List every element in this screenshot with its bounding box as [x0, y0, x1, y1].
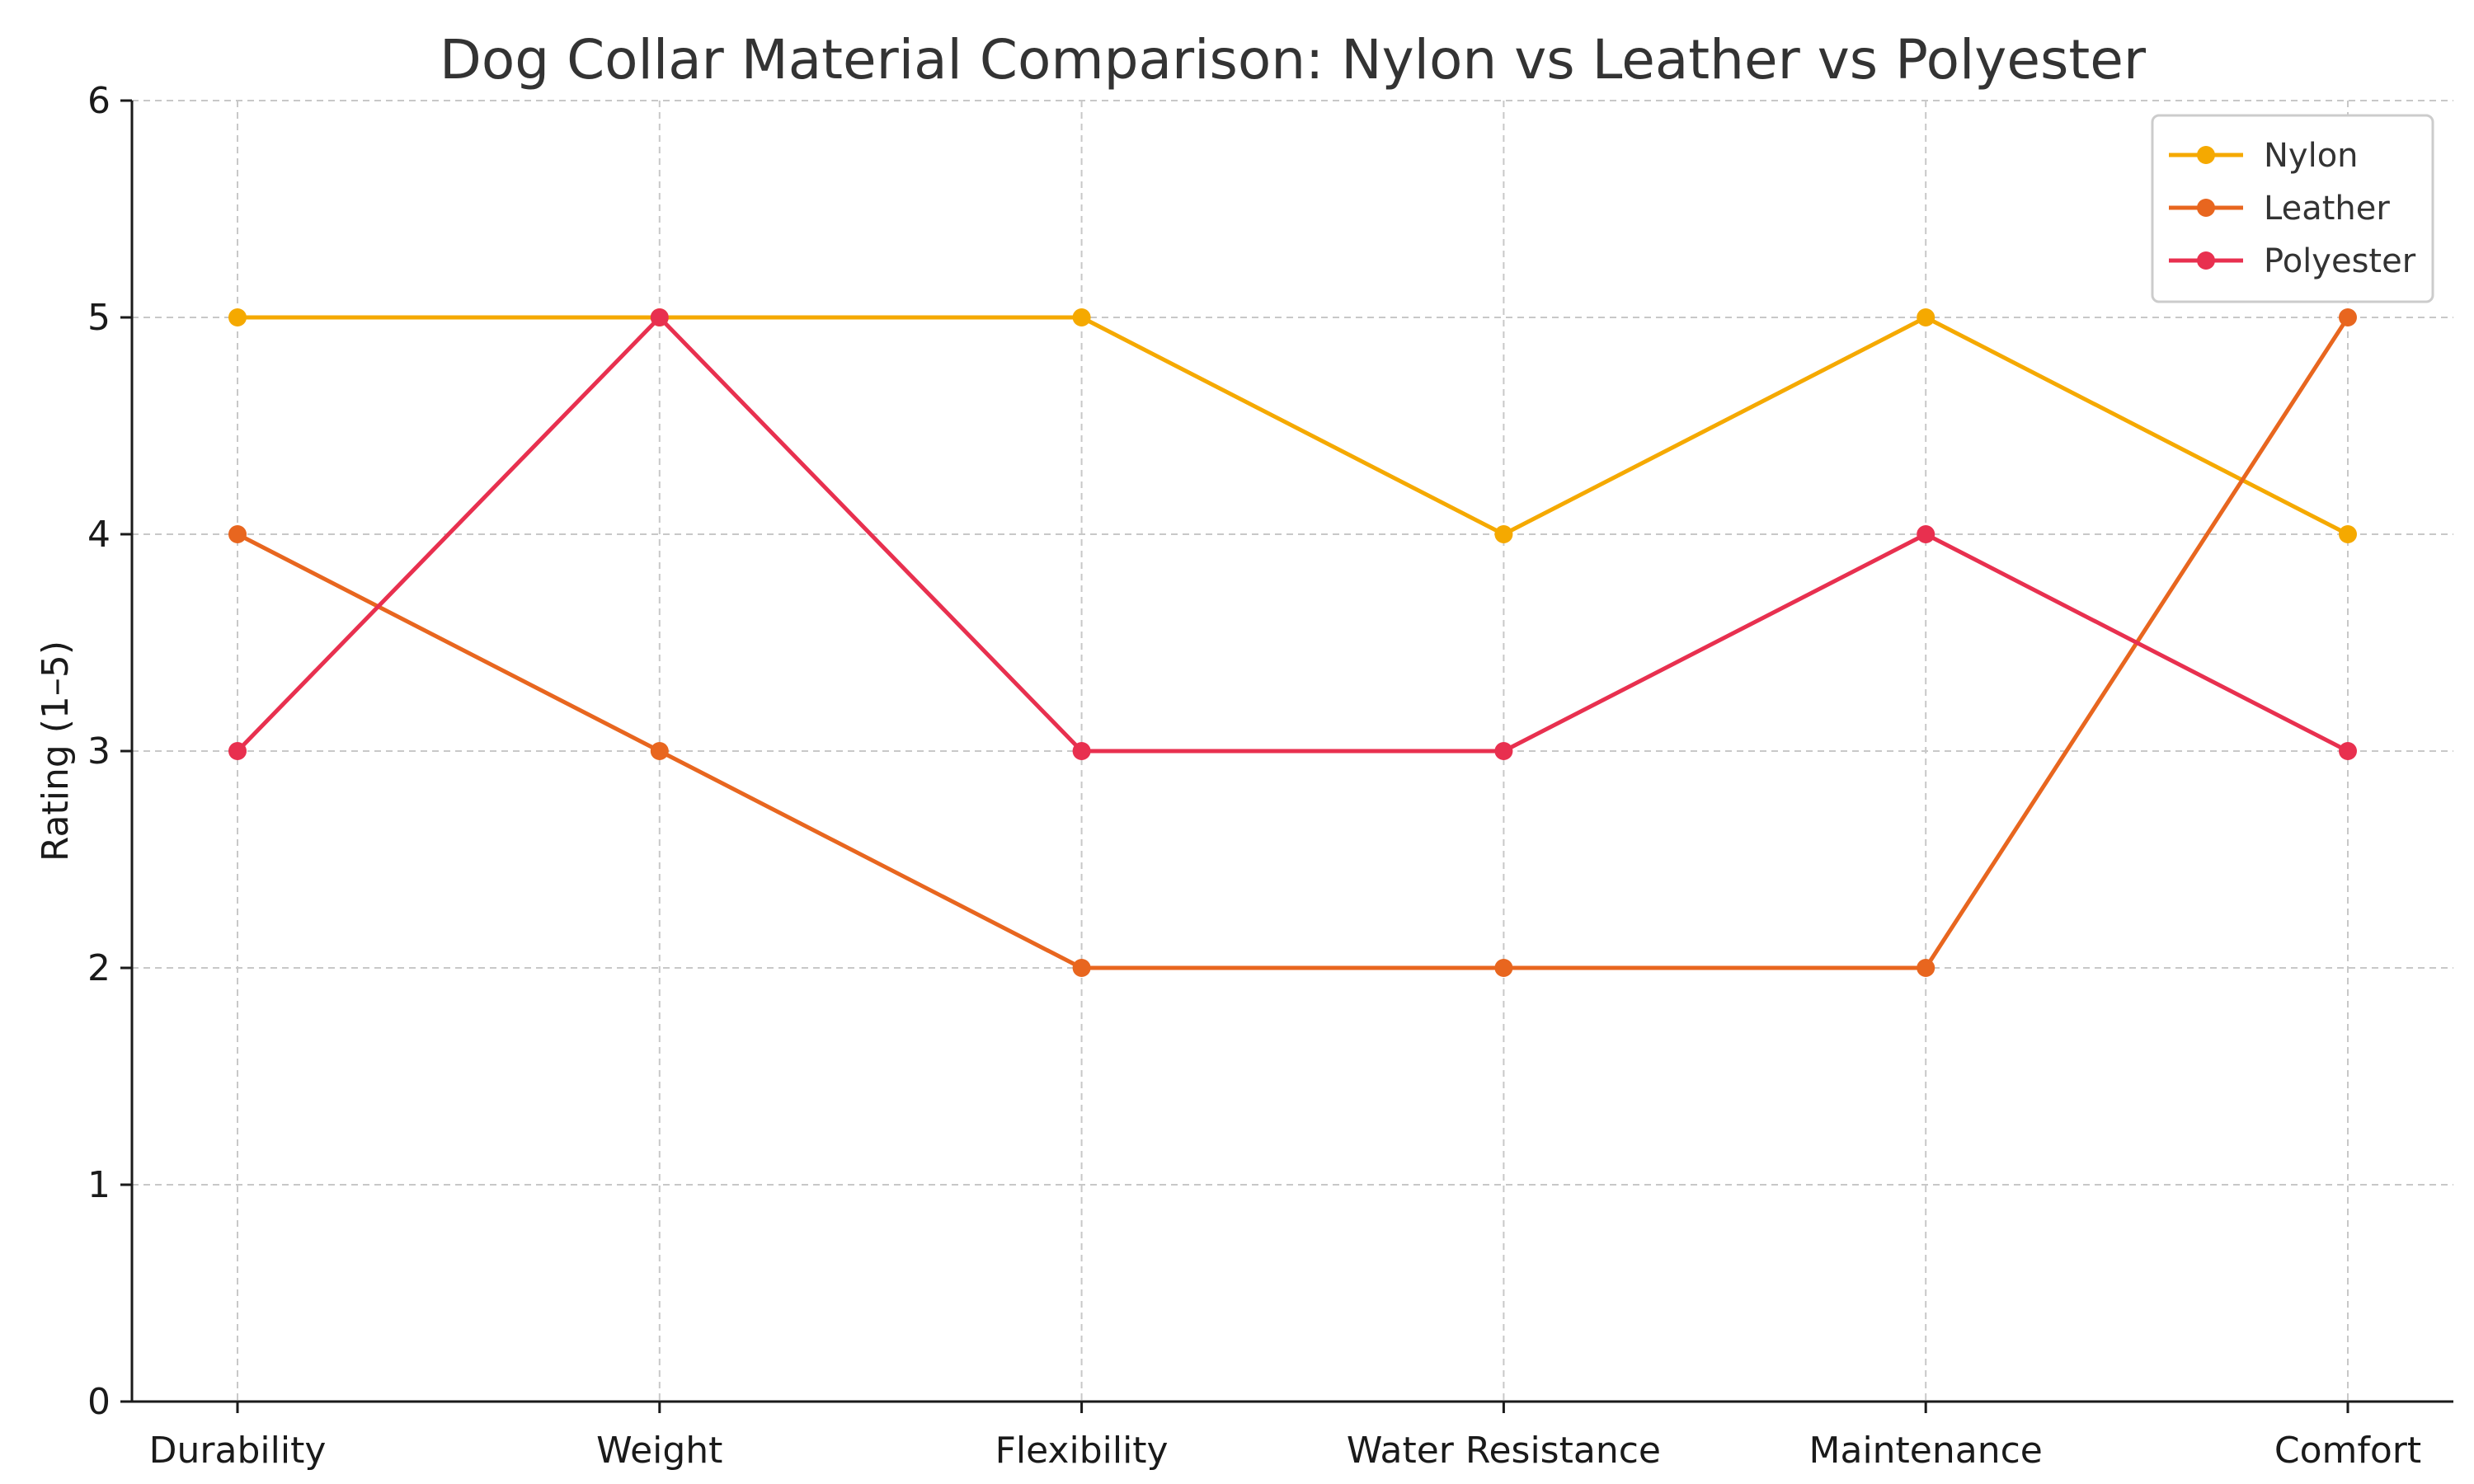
data-point-polyester: [1917, 525, 1935, 543]
legend-swatch-marker: [2197, 199, 2215, 217]
y-tick-label: 3: [87, 730, 111, 773]
y-tick-label: 5: [87, 297, 111, 339]
y-tick-label: 4: [87, 514, 111, 556]
data-point-leather: [1072, 959, 1091, 977]
series-group: [228, 308, 2357, 977]
data-point-polyester: [2339, 742, 2357, 760]
series-nylon: [228, 308, 2357, 543]
data-point-leather: [1917, 959, 1935, 977]
data-point-polyester: [1494, 742, 1513, 760]
x-tick-label: Comfort: [2274, 1430, 2421, 1472]
x-tick-label: Weight: [596, 1430, 722, 1472]
series-leather: [228, 308, 2357, 977]
series-line-polyester: [236, 315, 2349, 754]
axes: 0 1 2 3 4 5 6 Durability Weight Flexibility Water …: [35, 80, 2453, 1472]
legend-item-nylon: Nylon: [2169, 137, 2359, 175]
data-point-nylon: [228, 308, 247, 326]
y-tick-label: 2: [87, 947, 111, 989]
series-line-leather: [236, 316, 2350, 970]
data-point-leather: [2339, 308, 2357, 326]
x-tick-label: Water Resistance: [1347, 1430, 1661, 1472]
legend-label: Nylon: [2264, 137, 2359, 175]
legend-item-leather: Leather: [2169, 190, 2390, 228]
y-tick-label: 1: [87, 1164, 111, 1206]
data-point-polyester: [228, 742, 247, 760]
x-tick-label: Flexibility: [995, 1430, 1169, 1472]
data-point-polyester: [650, 308, 669, 326]
data-point-nylon: [2339, 525, 2357, 543]
y-axis-title: Rating (1–5): [35, 641, 77, 862]
chart-title: Dog Collar Material Comparison: Nylon vs…: [440, 28, 2147, 92]
data-point-nylon: [1917, 308, 1935, 326]
legend-label: Leather: [2264, 190, 2390, 228]
series-polyester: [228, 308, 2357, 760]
data-point-leather: [228, 525, 247, 543]
legend-swatch-marker: [2197, 146, 2215, 164]
data-point-leather: [650, 742, 669, 760]
legend-item-polyester: Polyester: [2169, 242, 2416, 280]
data-point-nylon: [1072, 308, 1091, 326]
y-tick-label: 6: [87, 80, 111, 122]
legend-swatch-marker: [2197, 251, 2215, 270]
legend-box: [2151, 114, 2434, 303]
legend: Nylon Leather Polyester: [2151, 114, 2434, 303]
data-point-leather: [1494, 959, 1513, 977]
data-point-polyester: [1072, 742, 1091, 760]
y-tick-label: 0: [87, 1381, 111, 1423]
legend-label: Polyester: [2264, 242, 2416, 280]
series-line-nylon: [238, 315, 2349, 537]
x-tick-label: Durability: [149, 1430, 327, 1472]
x-tick-label: Maintenance: [1809, 1430, 2043, 1472]
data-point-nylon: [1494, 525, 1513, 543]
